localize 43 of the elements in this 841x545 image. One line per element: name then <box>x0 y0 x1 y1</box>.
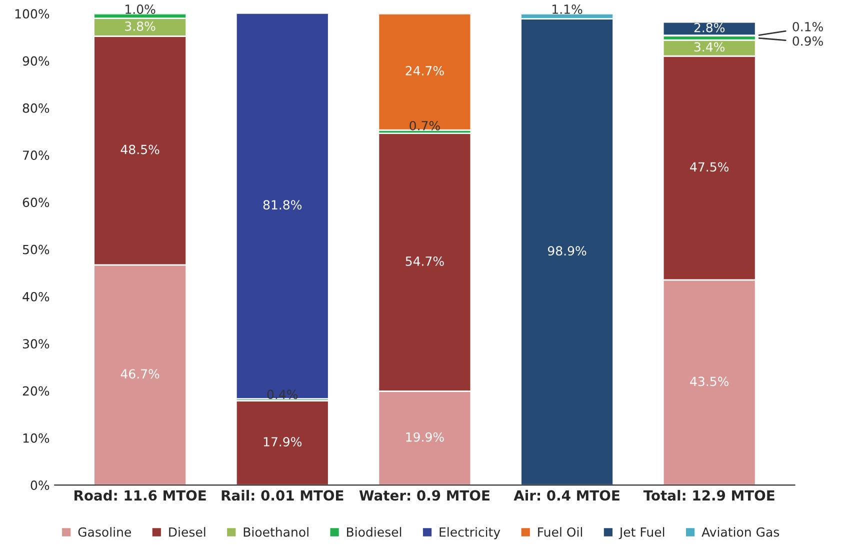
y-tick-label: 0% <box>30 480 50 490</box>
y-tick-label: 60% <box>22 198 50 208</box>
data-label: 1.1% <box>552 4 582 14</box>
data-label: 1.0% <box>126 4 156 14</box>
data-label: 98.9% <box>548 246 586 256</box>
data-label: 0.1% <box>792 22 823 32</box>
data-label: 47.5% <box>690 162 729 172</box>
y-tick-label: 50% <box>22 244 50 254</box>
data-label: 3.4% <box>694 42 725 52</box>
legend-label: Aviation Gas <box>702 527 780 537</box>
x-tick-label: Air: 0.4 MTOE <box>514 490 620 501</box>
legend-label: Bioethanol <box>244 527 308 537</box>
data-label: 0.4% <box>267 390 298 400</box>
y-tick-label: 10% <box>23 433 50 443</box>
legend-label: Electricity <box>440 527 500 540</box>
y-tick-label: 80% <box>22 103 50 113</box>
legend-label: Jet Fuel <box>618 527 664 540</box>
data-label: 19.9% <box>406 432 444 442</box>
y-tick-label: 90% <box>22 56 50 66</box>
y-tick-label: 100% <box>15 9 50 19</box>
data-label: 81.8% <box>263 200 302 210</box>
legend-label: Fuel Oil <box>538 527 582 537</box>
data-label: 24.7% <box>406 66 444 76</box>
data-label: 48.5% <box>120 144 160 154</box>
y-tick-label: 30% <box>22 339 50 349</box>
data-label: 0.9% <box>792 36 823 46</box>
legend-label: Biodiesel <box>347 527 402 537</box>
data-label: 43.5% <box>690 376 729 386</box>
x-tick-label: Road: 11.6 MTOE <box>74 490 206 501</box>
data-label: 0.7% <box>410 120 440 130</box>
data-label: 46.7% <box>120 369 160 379</box>
y-tick-label: 40% <box>22 292 50 302</box>
legend-label: Gasoline <box>78 527 131 537</box>
y-tick-label: 20% <box>22 386 50 396</box>
data-label: 54.7% <box>406 256 444 266</box>
data-label: 3.8% <box>125 21 156 31</box>
x-tick-label: Rail: 0.01 MTOE <box>222 490 344 501</box>
data-label: 2.8% <box>694 22 725 32</box>
x-tick-label: Total: 12.9 MTOE <box>643 490 774 501</box>
y-tick-label: 70% <box>23 150 50 160</box>
legend-label: Diesel <box>169 527 206 537</box>
data-label: 17.9% <box>264 437 302 446</box>
x-tick-label: Water: 0.9 MTOE <box>359 490 490 501</box>
